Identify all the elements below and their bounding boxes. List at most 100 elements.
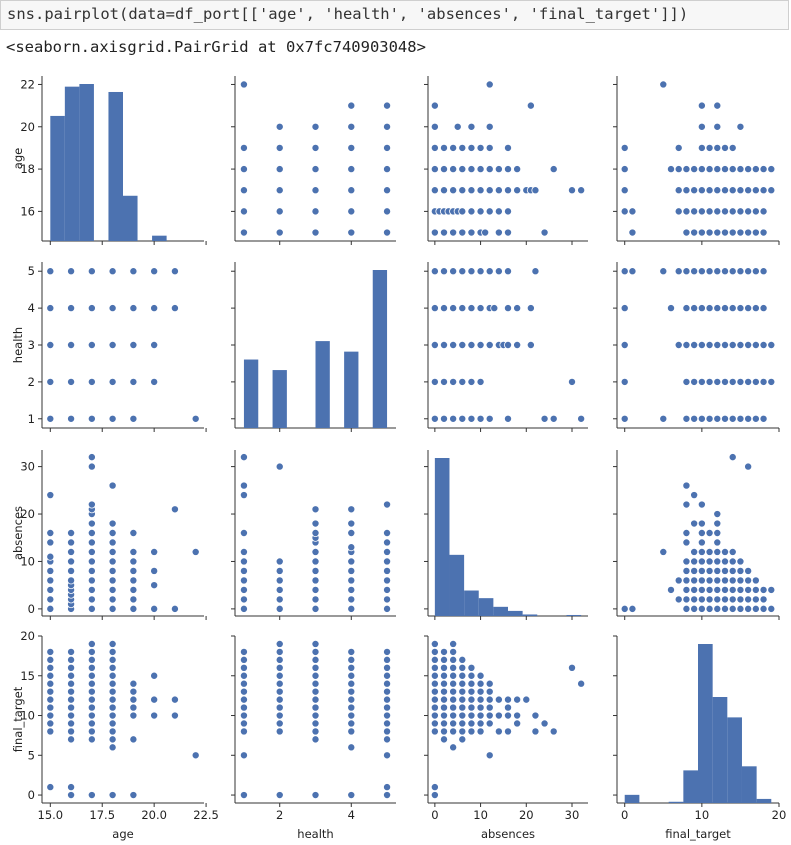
x-tick-label: 30 bbox=[565, 808, 580, 822]
scatter-point bbox=[239, 647, 248, 656]
scatter-point bbox=[108, 687, 117, 696]
scatter-point bbox=[467, 377, 476, 386]
scatter-point bbox=[87, 377, 96, 386]
scatter-point bbox=[430, 783, 439, 792]
scatter-point bbox=[577, 186, 586, 195]
y-axis-label-final_target: final_target bbox=[11, 686, 25, 752]
scatter-point bbox=[87, 576, 96, 585]
scatter-point bbox=[46, 679, 55, 688]
code-input[interactable]: sns.pairplot(data=df_port[['age', 'healt… bbox=[7, 5, 689, 23]
scatter-point bbox=[311, 735, 320, 744]
scatter-point bbox=[751, 377, 760, 386]
scatter-point bbox=[458, 663, 467, 672]
scatter-point bbox=[46, 576, 55, 585]
scatter-point bbox=[108, 538, 117, 547]
scatter-point bbox=[526, 340, 535, 349]
x-tick-label: 2 bbox=[276, 808, 283, 822]
scatter-point bbox=[46, 585, 55, 594]
scatter-point bbox=[430, 186, 439, 195]
scatter-point bbox=[494, 228, 503, 237]
scatter-point bbox=[628, 207, 637, 216]
scatter-point bbox=[108, 727, 117, 736]
scatter-point bbox=[87, 663, 96, 672]
scatter-point bbox=[439, 671, 448, 680]
scatter-point bbox=[751, 340, 760, 349]
scatter-point bbox=[705, 186, 714, 195]
scatter-point bbox=[467, 143, 476, 152]
scatter-point bbox=[347, 791, 356, 800]
scatter-point bbox=[67, 711, 76, 720]
scatter-point bbox=[108, 576, 117, 585]
scatter-point bbox=[690, 304, 699, 313]
scatter-point bbox=[311, 557, 320, 566]
scatter-point bbox=[721, 557, 730, 566]
scatter-point bbox=[494, 727, 503, 736]
scatter-point bbox=[347, 719, 356, 728]
scatter-point bbox=[467, 679, 476, 688]
scatter-point bbox=[108, 671, 117, 680]
code-cell[interactable]: sns.pairplot(data=df_port[['age', 'healt… bbox=[0, 0, 789, 30]
scatter-point bbox=[275, 639, 284, 648]
scatter-point bbox=[67, 377, 76, 386]
scatter-point bbox=[347, 671, 356, 680]
scatter-point bbox=[311, 547, 320, 556]
scatter-point bbox=[620, 304, 629, 313]
scatter-point bbox=[513, 186, 522, 195]
scatter-point bbox=[150, 604, 159, 613]
scatter-point bbox=[275, 663, 284, 672]
scatter-point bbox=[150, 340, 159, 349]
scatter-point bbox=[549, 727, 558, 736]
scatter-point bbox=[476, 695, 485, 704]
hist-bar bbox=[449, 554, 465, 616]
scatter-point bbox=[682, 207, 691, 216]
scatter-point bbox=[494, 186, 503, 195]
scatter-point bbox=[728, 453, 737, 462]
hist-bar bbox=[64, 86, 80, 242]
scatter-point bbox=[713, 267, 722, 276]
scatter-point bbox=[275, 228, 284, 237]
y-tick-label: 15 bbox=[20, 669, 35, 683]
x-tick-label: 0 bbox=[431, 808, 438, 822]
scatter-point bbox=[458, 719, 467, 728]
scatter-point bbox=[503, 703, 512, 712]
scatter-point bbox=[170, 695, 179, 704]
scatter-point bbox=[449, 679, 458, 688]
scatter-point bbox=[628, 267, 637, 276]
scatter-point bbox=[311, 207, 320, 216]
hist-bar bbox=[272, 370, 287, 428]
scatter-point bbox=[383, 735, 392, 744]
scatter-point bbox=[383, 604, 392, 613]
scatter-point bbox=[108, 566, 117, 575]
scatter-point bbox=[129, 791, 138, 800]
subplot-final_target-vs-age: 15.0 17.5 20.0 22.5 0 5 10 15 20 bbox=[20, 629, 219, 822]
scatter-point bbox=[728, 414, 737, 423]
scatter-point bbox=[108, 663, 117, 672]
scatter-point bbox=[503, 186, 512, 195]
x-axis-label-final_target: final_target bbox=[665, 827, 731, 841]
scatter-point bbox=[458, 679, 467, 688]
scatter-point bbox=[150, 695, 159, 704]
scatter-point bbox=[383, 500, 392, 509]
scatter-point bbox=[108, 743, 117, 752]
scatter-point bbox=[682, 165, 691, 174]
scatter-point bbox=[713, 377, 722, 386]
scatter-point bbox=[467, 703, 476, 712]
scatter-point bbox=[311, 679, 320, 688]
scatter-point bbox=[513, 165, 522, 174]
hist-bar bbox=[566, 614, 582, 616]
scatter-point bbox=[311, 703, 320, 712]
scatter-point bbox=[239, 576, 248, 585]
subplot-health-vs-age: 1 2 3 4 5 bbox=[28, 262, 207, 432]
scatter-point bbox=[108, 791, 117, 800]
scatter-point bbox=[713, 585, 722, 594]
scatter-point bbox=[485, 679, 494, 688]
scatter-point bbox=[485, 687, 494, 696]
scatter-point bbox=[713, 304, 722, 313]
scatter-point bbox=[713, 557, 722, 566]
hist-bar bbox=[152, 235, 167, 241]
scatter-point bbox=[682, 538, 691, 547]
scatter-point bbox=[439, 655, 448, 664]
y-tick-label: 20 bbox=[20, 507, 35, 521]
scatter-point bbox=[458, 304, 467, 313]
